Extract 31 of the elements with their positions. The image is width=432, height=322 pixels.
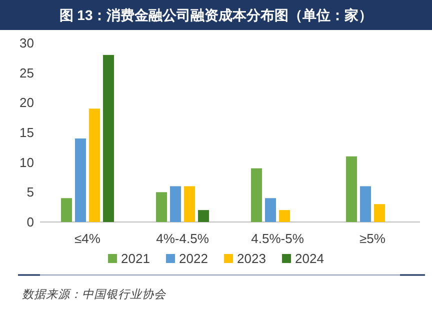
bar xyxy=(61,198,72,222)
y-tick-label: 5 xyxy=(26,184,34,200)
legend-label: 2022 xyxy=(179,251,208,266)
y-tick-label: 10 xyxy=(20,154,34,170)
bar xyxy=(156,192,167,222)
bar xyxy=(265,198,276,222)
bar xyxy=(198,210,209,222)
source-note: 数据来源：中国银行业协会 xyxy=(22,288,167,301)
x-tick-label: 4%-4.5% xyxy=(156,231,210,246)
bar xyxy=(279,210,290,222)
y-tick-label: 0 xyxy=(26,214,34,230)
bar xyxy=(251,168,262,222)
y-tick-label: 15 xyxy=(20,125,34,140)
bar xyxy=(374,204,385,222)
bar xyxy=(75,138,86,222)
y-tick-label: 25 xyxy=(20,65,34,80)
bar xyxy=(89,108,100,222)
chart-title: 图 13：消费金融公司融资成本分布图（单位：家） xyxy=(59,7,373,23)
x-tick-label: 4.5%-5% xyxy=(251,231,304,246)
y-tick-label: 30 xyxy=(20,36,34,50)
legend-label: 2024 xyxy=(295,251,324,266)
bar xyxy=(184,186,195,222)
legend-label: 2023 xyxy=(237,251,266,266)
bar xyxy=(103,54,114,222)
legend-label: 2021 xyxy=(121,251,150,266)
bar xyxy=(360,186,371,222)
bar xyxy=(170,186,181,222)
y-tick-label: 20 xyxy=(20,95,34,110)
x-tick-label: ≥5% xyxy=(360,231,386,246)
bar xyxy=(346,156,357,222)
x-tick-label: ≤4% xyxy=(74,231,101,246)
